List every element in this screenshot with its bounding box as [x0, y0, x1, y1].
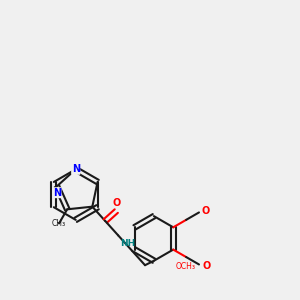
- Text: N: N: [72, 164, 80, 174]
- Text: CH₃: CH₃: [52, 219, 66, 228]
- Text: N: N: [53, 188, 61, 198]
- Text: O: O: [202, 261, 211, 271]
- Text: NH: NH: [120, 239, 135, 248]
- Text: O: O: [112, 198, 120, 208]
- Text: O: O: [202, 206, 210, 216]
- Text: OCH₃: OCH₃: [175, 262, 195, 272]
